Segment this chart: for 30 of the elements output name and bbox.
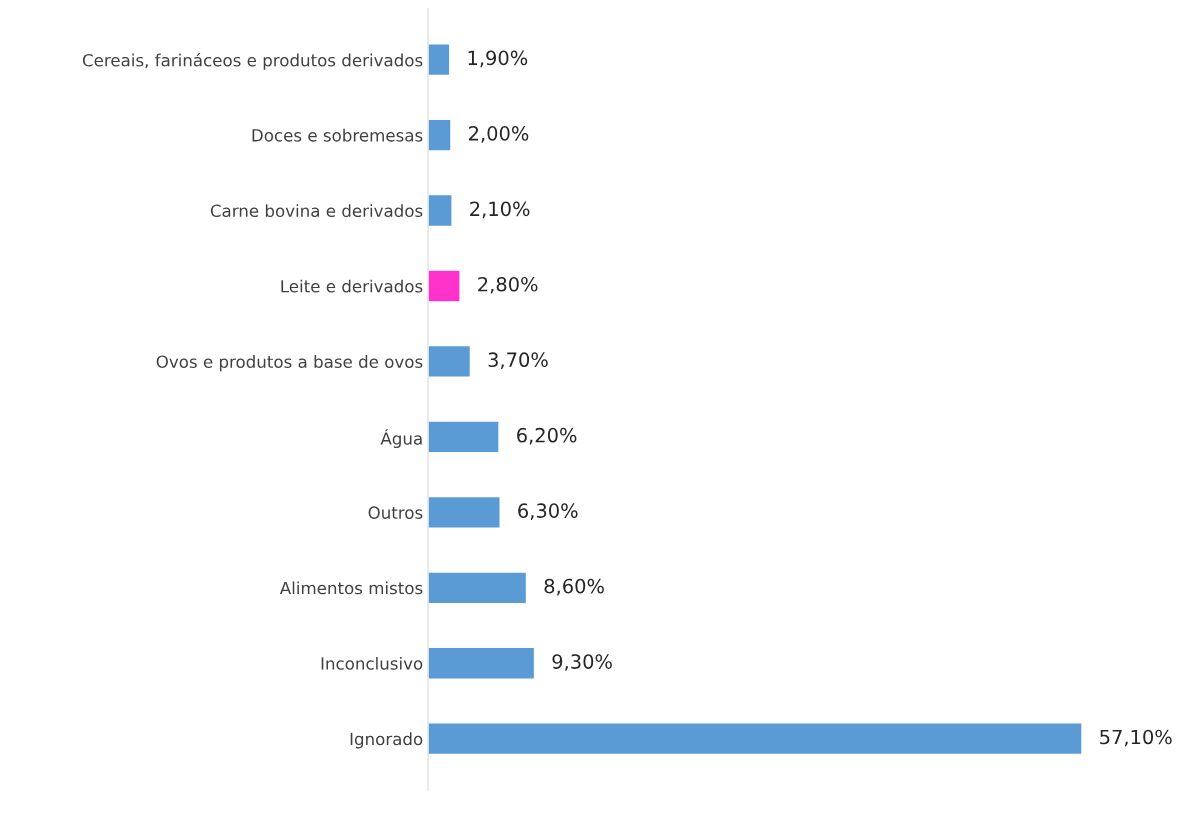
y-tick-label: Carne bovina e derivados bbox=[210, 204, 423, 218]
data-label: 6,20% bbox=[517, 427, 577, 445]
bar bbox=[428, 193, 453, 228]
bar bbox=[428, 118, 452, 152]
data-label: 8,60% bbox=[544, 578, 604, 596]
data-label: 1,90% bbox=[468, 50, 528, 68]
y-tick-label: Inconclusivo bbox=[321, 656, 423, 670]
data-label: 57,10% bbox=[1100, 729, 1172, 747]
y-tick-label: Cereais, farináceos e produtos derivados bbox=[82, 52, 423, 70]
bar bbox=[428, 344, 472, 378]
data-label: 9,30% bbox=[552, 654, 612, 671]
data-label: 3,70% bbox=[488, 352, 548, 370]
y-tick-label: Ignorado bbox=[350, 732, 423, 749]
y-tick-label: Doces e sobremesas bbox=[252, 128, 423, 142]
y-tick-label: Ovos e produtos a base de ovos bbox=[156, 355, 423, 372]
bar bbox=[428, 571, 528, 605]
bar bbox=[428, 722, 1082, 756]
y-tick-label: Água bbox=[380, 429, 422, 449]
data-label: 2,10% bbox=[470, 201, 530, 219]
bar bbox=[428, 43, 451, 77]
bar bbox=[428, 646, 536, 680]
y-tick-label: Outros bbox=[368, 506, 423, 519]
y-tick-label: Leite e derivados bbox=[281, 279, 423, 293]
data-label: 2,00% bbox=[469, 126, 529, 143]
bar bbox=[428, 269, 461, 303]
bar bbox=[428, 495, 501, 529]
data-label: 2,80% bbox=[478, 276, 538, 294]
data-label: 6,30% bbox=[518, 503, 578, 520]
bar bbox=[428, 420, 500, 454]
y-tick-label: Alimentos mistos bbox=[279, 581, 423, 595]
